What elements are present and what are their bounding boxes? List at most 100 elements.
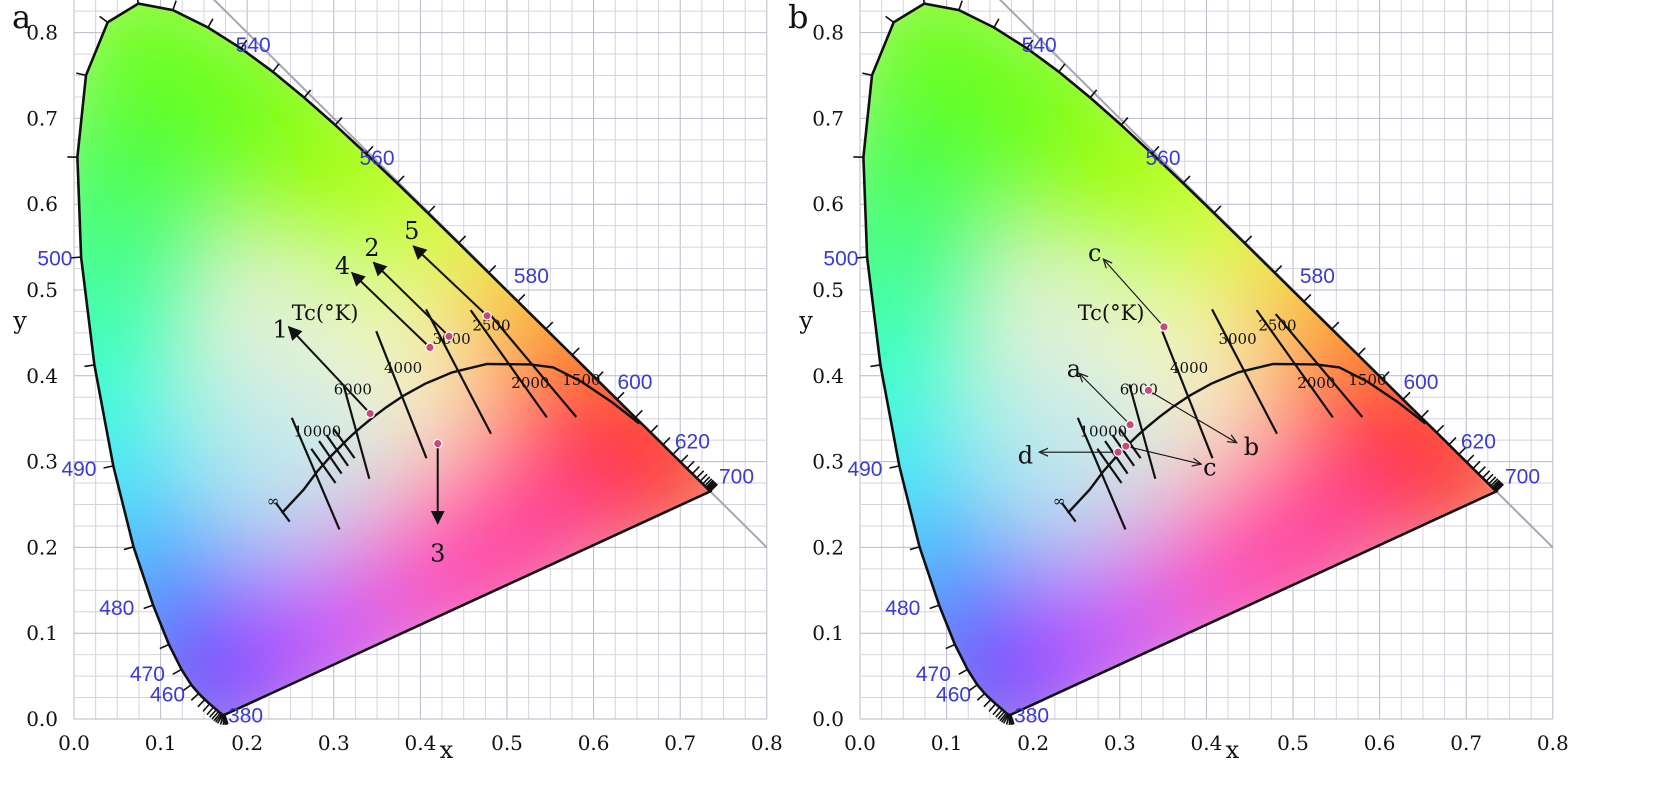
y-tick-label: 0.3 — [26, 450, 58, 474]
panel-b: 0.0 0.1 0.2 0.3 0.4 0.5 0.6 0.7 0.8 0.0 0.1 0.2 0.3 0… — [788, 0, 1569, 764]
wavelength-label: 580 — [1300, 265, 1335, 288]
panel-letter: a — [12, 0, 31, 36]
wavelength-label: 700 — [719, 466, 754, 489]
point-label: c — [1203, 454, 1216, 482]
wavelength-label: 480 — [885, 597, 920, 620]
tc-label: Tc(°K) — [292, 301, 359, 325]
cct-label: 2000 — [511, 374, 549, 392]
point-5 — [482, 310, 492, 321]
spectral-locus — [76, 2, 713, 717]
point-b — [1143, 385, 1154, 396]
tc-label: Tc(°K) — [1078, 301, 1145, 325]
arrow-b — [1148, 389, 1236, 442]
point-label: d — [1018, 442, 1033, 470]
wavelength-label: 560 — [1145, 147, 1180, 170]
point-label: 2 — [364, 234, 379, 262]
arrow-c — [1125, 445, 1201, 464]
y-tick-label: 0.5 — [26, 278, 58, 302]
infinity-label: ∞ — [1053, 492, 1066, 510]
point-label: 3 — [430, 539, 445, 567]
y-tick-label: 0.8 — [812, 21, 844, 45]
x-tick-label: 0.3 — [1104, 731, 1136, 755]
y-tick-label: 0.5 — [812, 278, 844, 302]
locus-ticks — [853, 0, 1504, 725]
x-axis-label: x — [1226, 736, 1240, 764]
data-points: 1 2 3 4 5 — [272, 217, 492, 567]
x-tick-label: 0.6 — [1364, 731, 1396, 755]
x-tick-label: 0.0 — [58, 731, 90, 755]
y-tick-label: 0.8 — [26, 21, 58, 45]
cct-label: 10000 — [1079, 423, 1127, 441]
wavelength-label: 490 — [61, 458, 96, 481]
point-3 — [432, 438, 443, 449]
infinity-end-bar — [1060, 502, 1077, 523]
x-tick-label: 0.4 — [404, 731, 436, 755]
cct-label: 3000 — [1218, 330, 1256, 348]
y-tick-label: 0.7 — [26, 106, 58, 130]
y-tick-label: 0.4 — [26, 364, 58, 388]
y-tick-label: 0.4 — [812, 364, 844, 388]
point-label: 1 — [272, 315, 287, 343]
x-tick-label: 0.7 — [1450, 731, 1482, 755]
infinity-end-bar — [274, 502, 291, 523]
x-tick-label: 0.8 — [751, 731, 783, 755]
wavelength-label: 380 — [228, 705, 263, 728]
point-d — [1113, 447, 1123, 458]
planckian-locus — [1066, 362, 1427, 514]
arrow-2 — [372, 261, 450, 338]
y-tick-label: 0.2 — [812, 535, 844, 559]
isotemperature-lines — [1076, 308, 1364, 530]
wavelength-label: 580 — [514, 265, 549, 288]
arrow-c — [1103, 259, 1165, 328]
wavelength-label: 470 — [916, 663, 951, 686]
spectral-locus — [862, 2, 1499, 717]
x-tick-label: 0.0 — [844, 731, 876, 755]
y-axis-label: y — [12, 307, 27, 335]
cct-label: 1500 — [1348, 371, 1386, 389]
y-tick-label: 0.0 — [812, 707, 844, 731]
wavelength-label: 380 — [1014, 705, 1049, 728]
point-label: c — [1088, 239, 1101, 267]
panel-letter: b — [788, 0, 808, 36]
point-a — [1125, 419, 1136, 430]
cct-label: 2500 — [1258, 316, 1296, 334]
point-c — [1121, 441, 1131, 452]
cct-label: 2000 — [1297, 374, 1335, 392]
cct-label: 10000 — [293, 423, 341, 441]
wavelength-label: 470 — [130, 663, 165, 686]
point-label: 4 — [335, 252, 350, 280]
planckian-locus — [280, 362, 641, 514]
wavelength-label: 600 — [1403, 371, 1438, 394]
isotemperature-lines — [290, 308, 578, 530]
wavelength-label: 540 — [1022, 34, 1057, 57]
y-tick-label: 0.3 — [812, 450, 844, 474]
y-tick-label: 0.1 — [26, 621, 58, 645]
cct-label: 2500 — [472, 316, 510, 334]
infinity-label: ∞ — [267, 492, 280, 510]
wavelength-label: 480 — [99, 597, 134, 620]
wavelength-label: 460 — [150, 683, 185, 706]
arrow-1 — [287, 325, 371, 415]
x-tick-label: 0.1 — [145, 731, 177, 755]
x-tick-label: 0.5 — [491, 731, 523, 755]
x-tick-label: 0.5 — [1277, 731, 1309, 755]
x-tick-label: 0.7 — [664, 731, 696, 755]
y-tick-label: 0.7 — [812, 106, 844, 130]
point-c — [1159, 322, 1169, 332]
point-label: 5 — [404, 217, 419, 245]
x-tick-label: 0.8 — [1537, 731, 1569, 755]
point-1 — [365, 408, 376, 419]
arrow-4 — [350, 271, 431, 349]
wavelength-label: 600 — [617, 371, 652, 394]
x-tick-label: 0.3 — [318, 731, 350, 755]
wavelength-label: 490 — [847, 458, 882, 481]
arrow-5 — [412, 245, 488, 317]
wavelength-label: 500 — [823, 247, 858, 270]
y-tick-label: 0.1 — [812, 621, 844, 645]
cct-label: 1500 — [562, 371, 600, 389]
locus-ticks — [67, 0, 718, 725]
point-label: a — [1067, 355, 1081, 383]
y-tick-label: 0.0 — [26, 707, 58, 731]
cct-label: 4000 — [384, 359, 422, 377]
